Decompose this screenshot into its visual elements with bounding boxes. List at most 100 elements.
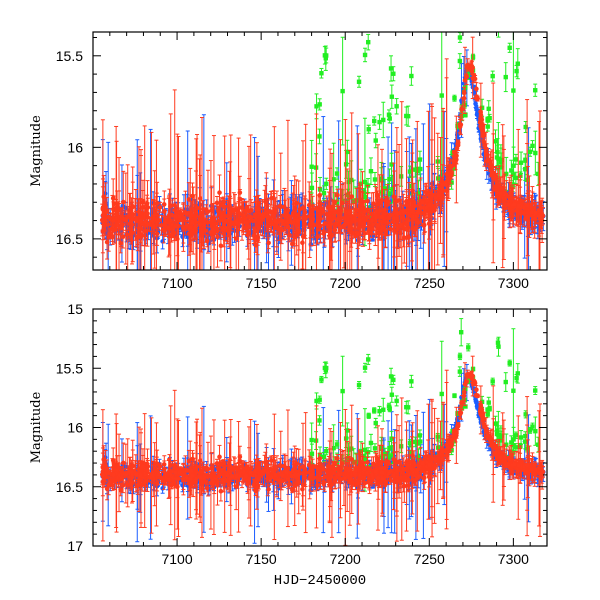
data-point [101,194,106,200]
data-point [409,183,414,189]
data-point [493,139,498,144]
data-point [358,203,363,208]
data-point [452,95,457,101]
data-point [157,205,163,210]
data-point [331,177,336,182]
data-point [496,20,500,24]
data-point [377,119,382,125]
data-point [319,71,324,76]
data-point [515,61,520,66]
data-point [412,227,418,232]
data-point [217,190,222,195]
data-point [387,177,392,182]
series-red [99,36,546,270]
data-point [343,162,349,167]
data-point [394,104,399,109]
data-point [409,73,414,79]
data-point [457,35,463,40]
data-point [386,191,392,196]
data-point [218,243,224,249]
data-point [536,171,541,177]
data-point [345,149,350,155]
data-point [334,171,340,176]
data-point [490,73,495,79]
data-point [449,180,454,185]
data-point [463,112,468,118]
data-point [455,123,460,128]
data-point [473,101,478,107]
data-point [317,134,322,139]
data-point [263,199,268,204]
data-point [530,143,535,149]
data-point [533,88,538,93]
data-point [368,169,374,174]
data-point [511,163,516,168]
data-point [381,117,386,123]
data-point [372,177,378,182]
data-point [457,58,463,64]
data-point [496,156,501,161]
data-point [474,112,480,117]
data-point [292,235,298,240]
data-point [366,39,371,45]
data-point [485,124,490,129]
data-point [451,166,457,171]
data-point [507,45,512,50]
data-point [214,200,220,206]
data-point [518,160,524,165]
data-point [499,157,504,163]
data-point [373,138,378,143]
data-point [527,149,533,154]
data-point [496,14,500,18]
data-point [322,53,328,58]
data-point [503,74,508,80]
data-point [510,172,516,178]
data-point [418,166,423,172]
data-point [533,150,538,156]
data-point [314,104,319,109]
data-point [511,88,516,93]
data-point [523,124,528,130]
data-point [300,240,305,246]
data-point [321,190,327,196]
data-point [382,186,388,191]
data-point [509,168,514,173]
data-point [363,194,368,200]
data-point [309,164,314,169]
data-point [398,174,404,179]
data-point [523,167,528,172]
data-point [285,220,290,226]
data-point [514,68,519,74]
data-point [405,113,411,119]
data-point [390,186,395,192]
data-point [391,71,396,76]
data-point [513,175,519,181]
data-point [356,79,362,84]
data-point [362,52,368,58]
data-point [417,157,423,162]
data-point [474,105,479,111]
data-point [362,179,368,185]
data-point [459,0,463,2]
data-point [466,21,470,25]
data-point [407,169,413,174]
data-point [389,94,395,99]
data-point [486,106,491,112]
data-point [385,220,390,225]
data-point [309,185,315,191]
data-point [345,192,351,197]
data-point [388,66,394,71]
data-point [324,181,329,187]
data-point [413,167,418,172]
data-point [346,179,351,185]
plot-area [99,0,546,270]
data-point [251,233,257,238]
data-point [372,118,377,124]
data-point [416,191,421,196]
data-point [317,102,322,107]
data-point [389,162,394,167]
data-point [266,240,271,246]
data-point [439,93,444,98]
